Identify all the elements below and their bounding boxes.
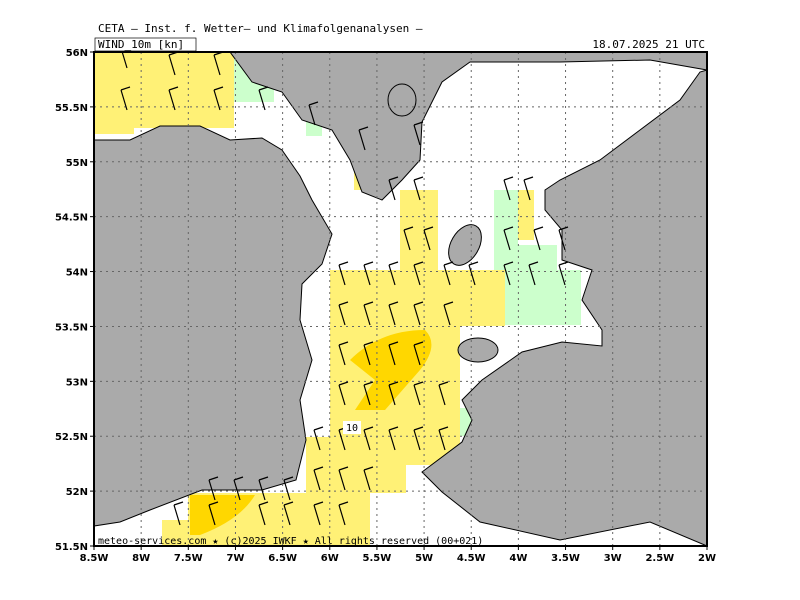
lat-label: 55N [66,158,88,169]
wind-barb [503,226,514,251]
wind-barb [338,381,349,406]
wind-barb [258,501,269,526]
wind-barb [308,101,319,126]
wind-barb [388,301,399,326]
wind-barb [363,341,374,366]
wind-barb [388,341,399,366]
wind-barb [503,261,514,286]
wind-barb [523,176,534,201]
wind-barb [363,301,374,326]
wind-barb [363,381,374,406]
lat-label: 54.5N [55,213,88,224]
wind-barb [358,126,369,151]
wind-barb [208,476,219,501]
lon-label: 7.5W [174,553,203,564]
wind-barb [413,176,424,201]
wind-barb [388,176,399,201]
wind-barb [438,381,449,406]
contour-label-bg [343,421,361,434]
wind-barb [468,261,479,286]
lat-label: 54N [66,268,88,279]
wind-barb [533,226,544,251]
parameter-box [94,37,197,52]
wind-barb [413,426,424,451]
header-title: CETA — Inst. f. Wetter— und Klimafolgena… [98,22,423,35]
lon-label: 8W [132,553,150,564]
wind-barb [208,501,219,526]
wind-barb [258,86,269,111]
wind-barb [168,86,179,111]
footer-credit: meteo-services.com ★ (c)2025 IWKF ★ All … [98,536,483,547]
lon-label: 4.5W [457,553,486,564]
lon-label: 7W [226,553,244,564]
wind-barb [413,381,424,406]
wind-barb [338,261,349,286]
wind-barb [338,301,349,326]
lat-label: 53.5N [55,322,88,333]
lon-label: 5.5W [363,553,392,564]
wind-barb [388,426,399,451]
wind-barb [528,261,539,286]
lon-label: 3W [604,553,622,564]
wind-barb [313,426,324,451]
wind-barb [363,261,374,286]
wind-barb [173,501,184,526]
wind-barb [363,466,374,491]
contour-label: 10 [346,423,358,434]
wind-barb [120,86,131,111]
wind-barb [338,341,349,366]
wind-barb [233,476,244,501]
valid-time: 18.07.2025 21 UTC [592,38,705,51]
wind-barb [213,86,224,111]
wind-barb [413,341,424,366]
wind-barb [558,226,569,251]
lon-label: 6W [321,553,339,564]
lat-label: 51.5N [55,542,88,553]
wind-barb [283,476,294,501]
lon-label: 8.5W [80,553,109,564]
wind-barb [338,501,349,526]
lat-label: 53N [66,377,88,388]
wind-barb [313,501,324,526]
map-border [93,51,708,547]
lon-label: 6.5W [268,553,297,564]
wind-barb [558,261,569,286]
map-frame-content [93,44,708,547]
wind-barb [338,466,349,491]
wind-barb [413,121,424,146]
wind-barb [443,261,454,286]
land [93,51,708,547]
wind-barb [388,381,399,406]
graticule [94,52,707,546]
wind-barb [403,226,414,251]
wind-barb [413,301,424,326]
wind-barb [443,301,454,326]
wind-barb [438,426,449,451]
wind-barb [313,466,324,491]
wind-barb [283,501,294,526]
lon-label: 2W [698,553,716,564]
wind-barb [363,426,374,451]
lon-label: 5W [415,553,433,564]
lat-label: 52N [66,487,88,498]
parameter-label: WIND_10m [kn] [98,38,184,51]
wind-barb [258,476,269,501]
lat-label: 55.5N [55,103,88,114]
lat-label: 56N [66,48,88,59]
lat-label: 52.5N [55,432,88,443]
lon-label: 4W [509,553,527,564]
wind-barb [388,261,399,286]
lon-label: 2.5W [645,553,674,564]
wind-barb [413,261,424,286]
lon-label: 3.5W [551,553,580,564]
wind-barb [503,176,514,201]
wind-barbs [120,44,569,526]
wind-barb [423,226,434,251]
